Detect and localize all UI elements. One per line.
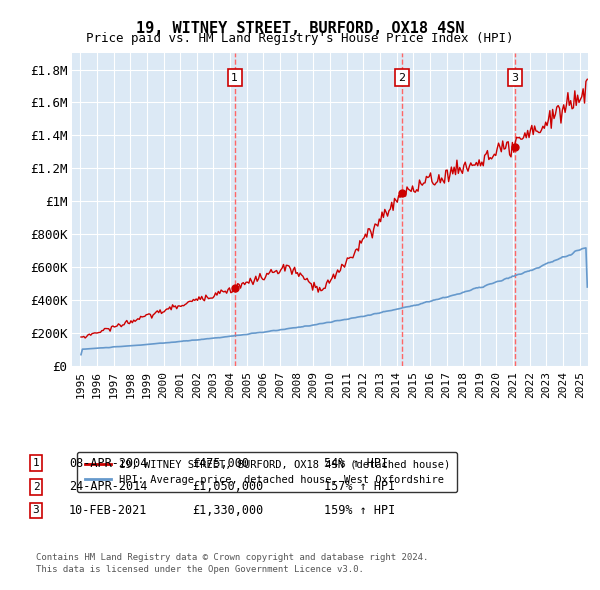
Legend: 19, WITNEY STREET, BURFORD, OX18 4SN (detached house), HPI: Average price, detac: 19, WITNEY STREET, BURFORD, OX18 4SN (de… (77, 452, 457, 492)
Text: 19, WITNEY STREET, BURFORD, OX18 4SN: 19, WITNEY STREET, BURFORD, OX18 4SN (136, 21, 464, 35)
Text: £1,330,000: £1,330,000 (192, 504, 263, 517)
Text: This data is licensed under the Open Government Licence v3.0.: This data is licensed under the Open Gov… (36, 565, 364, 574)
Text: £475,000: £475,000 (192, 457, 249, 470)
Text: 159% ↑ HPI: 159% ↑ HPI (324, 504, 395, 517)
Text: 08-APR-2004: 08-APR-2004 (69, 457, 148, 470)
Text: 1: 1 (32, 458, 40, 468)
Text: 1: 1 (231, 73, 238, 83)
Text: 24-APR-2014: 24-APR-2014 (69, 480, 148, 493)
Text: Contains HM Land Registry data © Crown copyright and database right 2024.: Contains HM Land Registry data © Crown c… (36, 553, 428, 562)
Text: 54% ↑ HPI: 54% ↑ HPI (324, 457, 388, 470)
Text: Price paid vs. HM Land Registry's House Price Index (HPI): Price paid vs. HM Land Registry's House … (86, 32, 514, 45)
Text: 2: 2 (398, 73, 406, 83)
Text: 2: 2 (32, 482, 40, 491)
Text: 3: 3 (32, 506, 40, 515)
Text: 157% ↑ HPI: 157% ↑ HPI (324, 480, 395, 493)
Text: 3: 3 (511, 73, 518, 83)
Text: £1,050,000: £1,050,000 (192, 480, 263, 493)
Text: 10-FEB-2021: 10-FEB-2021 (69, 504, 148, 517)
